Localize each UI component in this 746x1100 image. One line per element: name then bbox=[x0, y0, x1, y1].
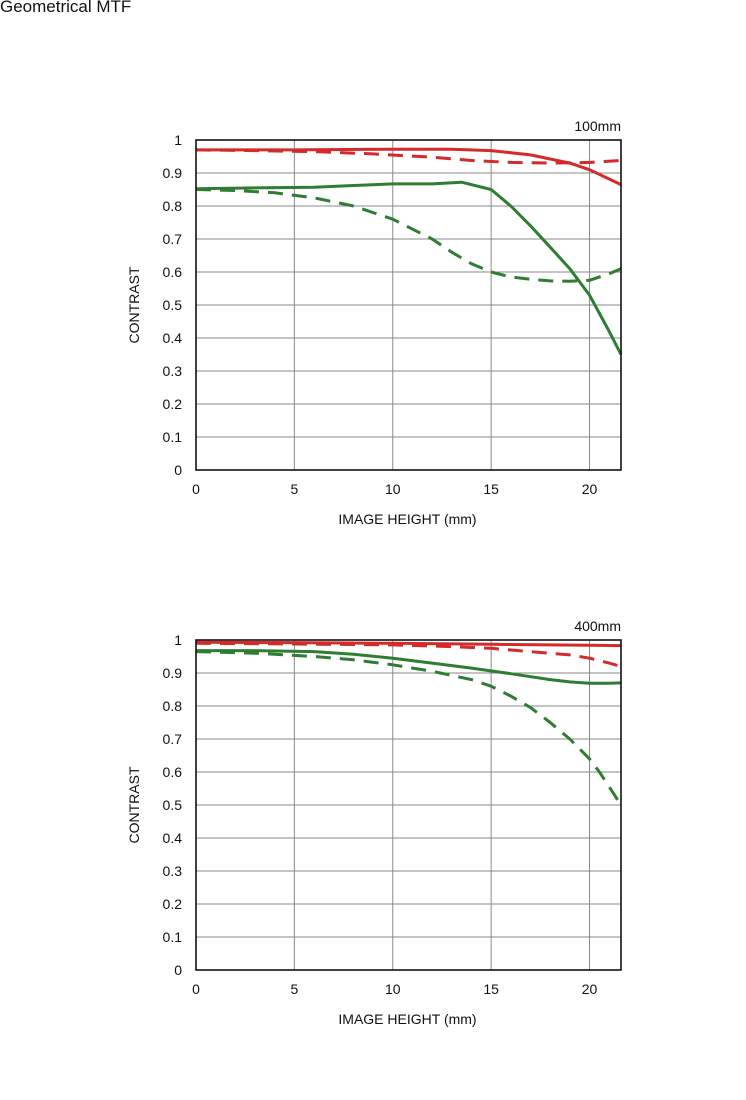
y-tick-label: 0.2 bbox=[163, 896, 183, 912]
y-tick-label: 0.7 bbox=[163, 231, 183, 247]
series-line-red-dashed bbox=[195, 641, 622, 668]
y-tick-label: 0.1 bbox=[163, 429, 183, 445]
x-tick-label: 20 bbox=[582, 481, 598, 497]
y-tick-label: 0.6 bbox=[163, 764, 183, 780]
y-axis-label: CONTRAST bbox=[126, 266, 142, 343]
y-tick-label: 0.1 bbox=[163, 929, 183, 945]
series-line-green-dashed bbox=[195, 650, 623, 806]
x-tick-label: 5 bbox=[290, 481, 298, 497]
page-title: Geometrical MTF bbox=[0, 0, 132, 16]
x-tick-label: 10 bbox=[385, 481, 401, 497]
y-tick-label: 0.9 bbox=[163, 165, 183, 181]
y-tick-label: 0 bbox=[174, 462, 182, 478]
y-tick-label: 0.8 bbox=[163, 698, 183, 714]
plot-frame bbox=[195, 139, 622, 471]
y-tick-label: 0.2 bbox=[163, 396, 183, 412]
x-axis-label: IMAGE HEIGHT (mm) bbox=[338, 1011, 476, 1027]
plot-frame bbox=[195, 639, 622, 971]
mtf-chart-400mm: 00.10.20.30.40.50.60.70.80.910 5 10 15 20IMA… bbox=[126, 618, 623, 1027]
series-line-green-solid bbox=[196, 649, 622, 685]
mtf-chart-100mm: 00.10.20.30.40.50.60.70.80.910 5 10 15 20IMA… bbox=[126, 118, 623, 527]
y-tick-label: 0.3 bbox=[163, 363, 183, 379]
y-tick-label: 0.8 bbox=[163, 198, 183, 214]
x-tick-label: 20 bbox=[582, 981, 598, 997]
y-tick-label: 1 bbox=[174, 132, 182, 148]
x-tick-label: 15 bbox=[483, 981, 499, 997]
x-tick-label: 15 bbox=[483, 481, 499, 497]
y-tick-label: 0.7 bbox=[163, 731, 183, 747]
series-line-red-solid bbox=[196, 147, 622, 186]
x-tick-label: 10 bbox=[385, 981, 401, 997]
y-axis-label: CONTRAST bbox=[126, 766, 142, 843]
x-axis-label: IMAGE HEIGHT (mm) bbox=[338, 511, 476, 527]
y-tick-label: 0.4 bbox=[163, 330, 183, 346]
series-line-red-dashed bbox=[195, 148, 622, 165]
y-tick-label: 0.5 bbox=[163, 297, 183, 313]
x-tick-label: 5 bbox=[290, 981, 298, 997]
series-line-green-dashed bbox=[195, 188, 622, 283]
y-tick-label: 0.3 bbox=[163, 863, 183, 879]
x-tick-label: 0 bbox=[192, 481, 200, 497]
focal-length-label: 400mm bbox=[574, 618, 621, 634]
y-tick-label: 0.6 bbox=[163, 264, 183, 280]
x-tick-label: 0 bbox=[192, 981, 200, 997]
series-line-red-solid bbox=[195, 640, 622, 648]
y-tick-label: 1 bbox=[174, 632, 182, 648]
focal-length-label: 100mm bbox=[574, 118, 621, 134]
y-tick-label: 0.4 bbox=[163, 830, 183, 846]
series-line-green-solid bbox=[195, 180, 623, 356]
y-tick-label: 0.5 bbox=[163, 797, 183, 813]
y-tick-label: 0.9 bbox=[163, 665, 183, 681]
y-tick-label: 0 bbox=[174, 962, 182, 978]
